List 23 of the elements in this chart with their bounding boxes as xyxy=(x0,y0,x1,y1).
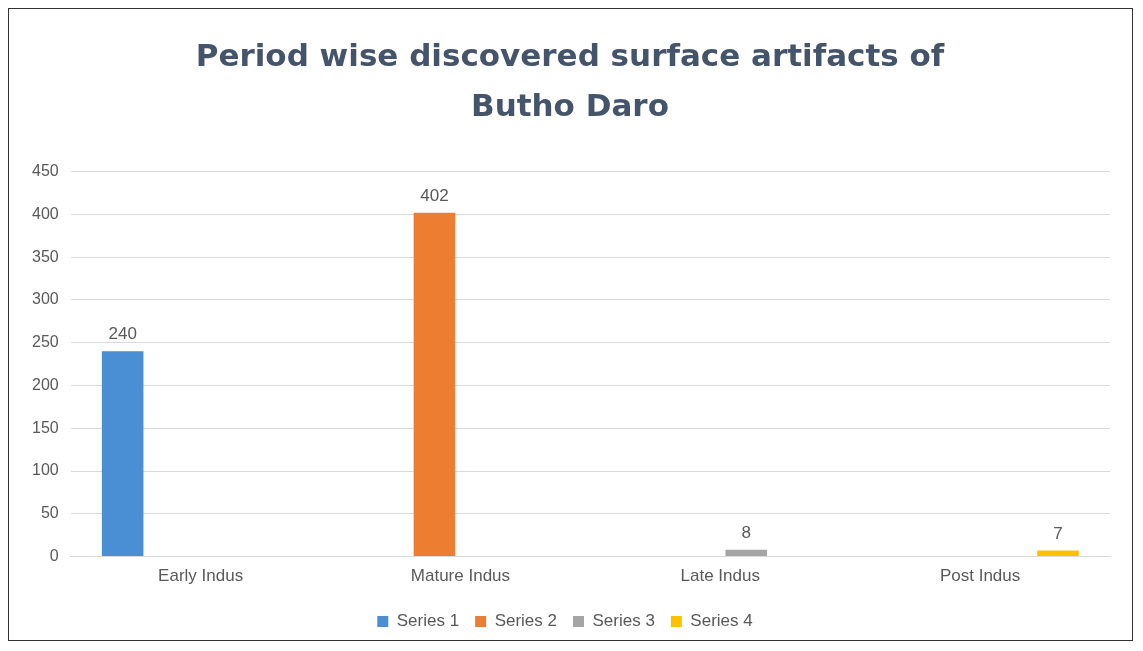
y-tick-label: 350 xyxy=(31,247,59,265)
y-tick-label: 250 xyxy=(31,333,59,351)
data-label: 240 xyxy=(108,324,137,344)
legend-label: Series 3 xyxy=(592,611,655,631)
x-tick-label: Mature Indus xyxy=(410,566,511,586)
x-tick-label: Post Indus xyxy=(939,566,1021,586)
data-label: 402 xyxy=(420,185,449,205)
y-tick-label: 450 xyxy=(31,162,59,180)
y-tick-label: 400 xyxy=(31,204,59,222)
data-label: 7 xyxy=(1053,523,1063,543)
y-tick-label: 100 xyxy=(31,461,59,479)
x-tick-label: Late Indus xyxy=(680,566,760,586)
y-tick-label: 200 xyxy=(31,375,59,393)
chart-title: Period wise discovered surface artifacts of Butho Daro xyxy=(194,36,946,125)
y-tick-label: 150 xyxy=(31,418,59,436)
data-label: 8 xyxy=(741,522,751,542)
x-tick-label: Early Indus xyxy=(158,566,244,586)
y-tick-label: 300 xyxy=(31,290,59,308)
y-tick-label: 50 xyxy=(40,504,59,522)
y-tick-label: 0 xyxy=(49,547,59,565)
legend-label: Series 1 xyxy=(396,611,460,631)
legend-label: Series 2 xyxy=(494,611,558,631)
legend-label: Series 4 xyxy=(690,611,753,631)
